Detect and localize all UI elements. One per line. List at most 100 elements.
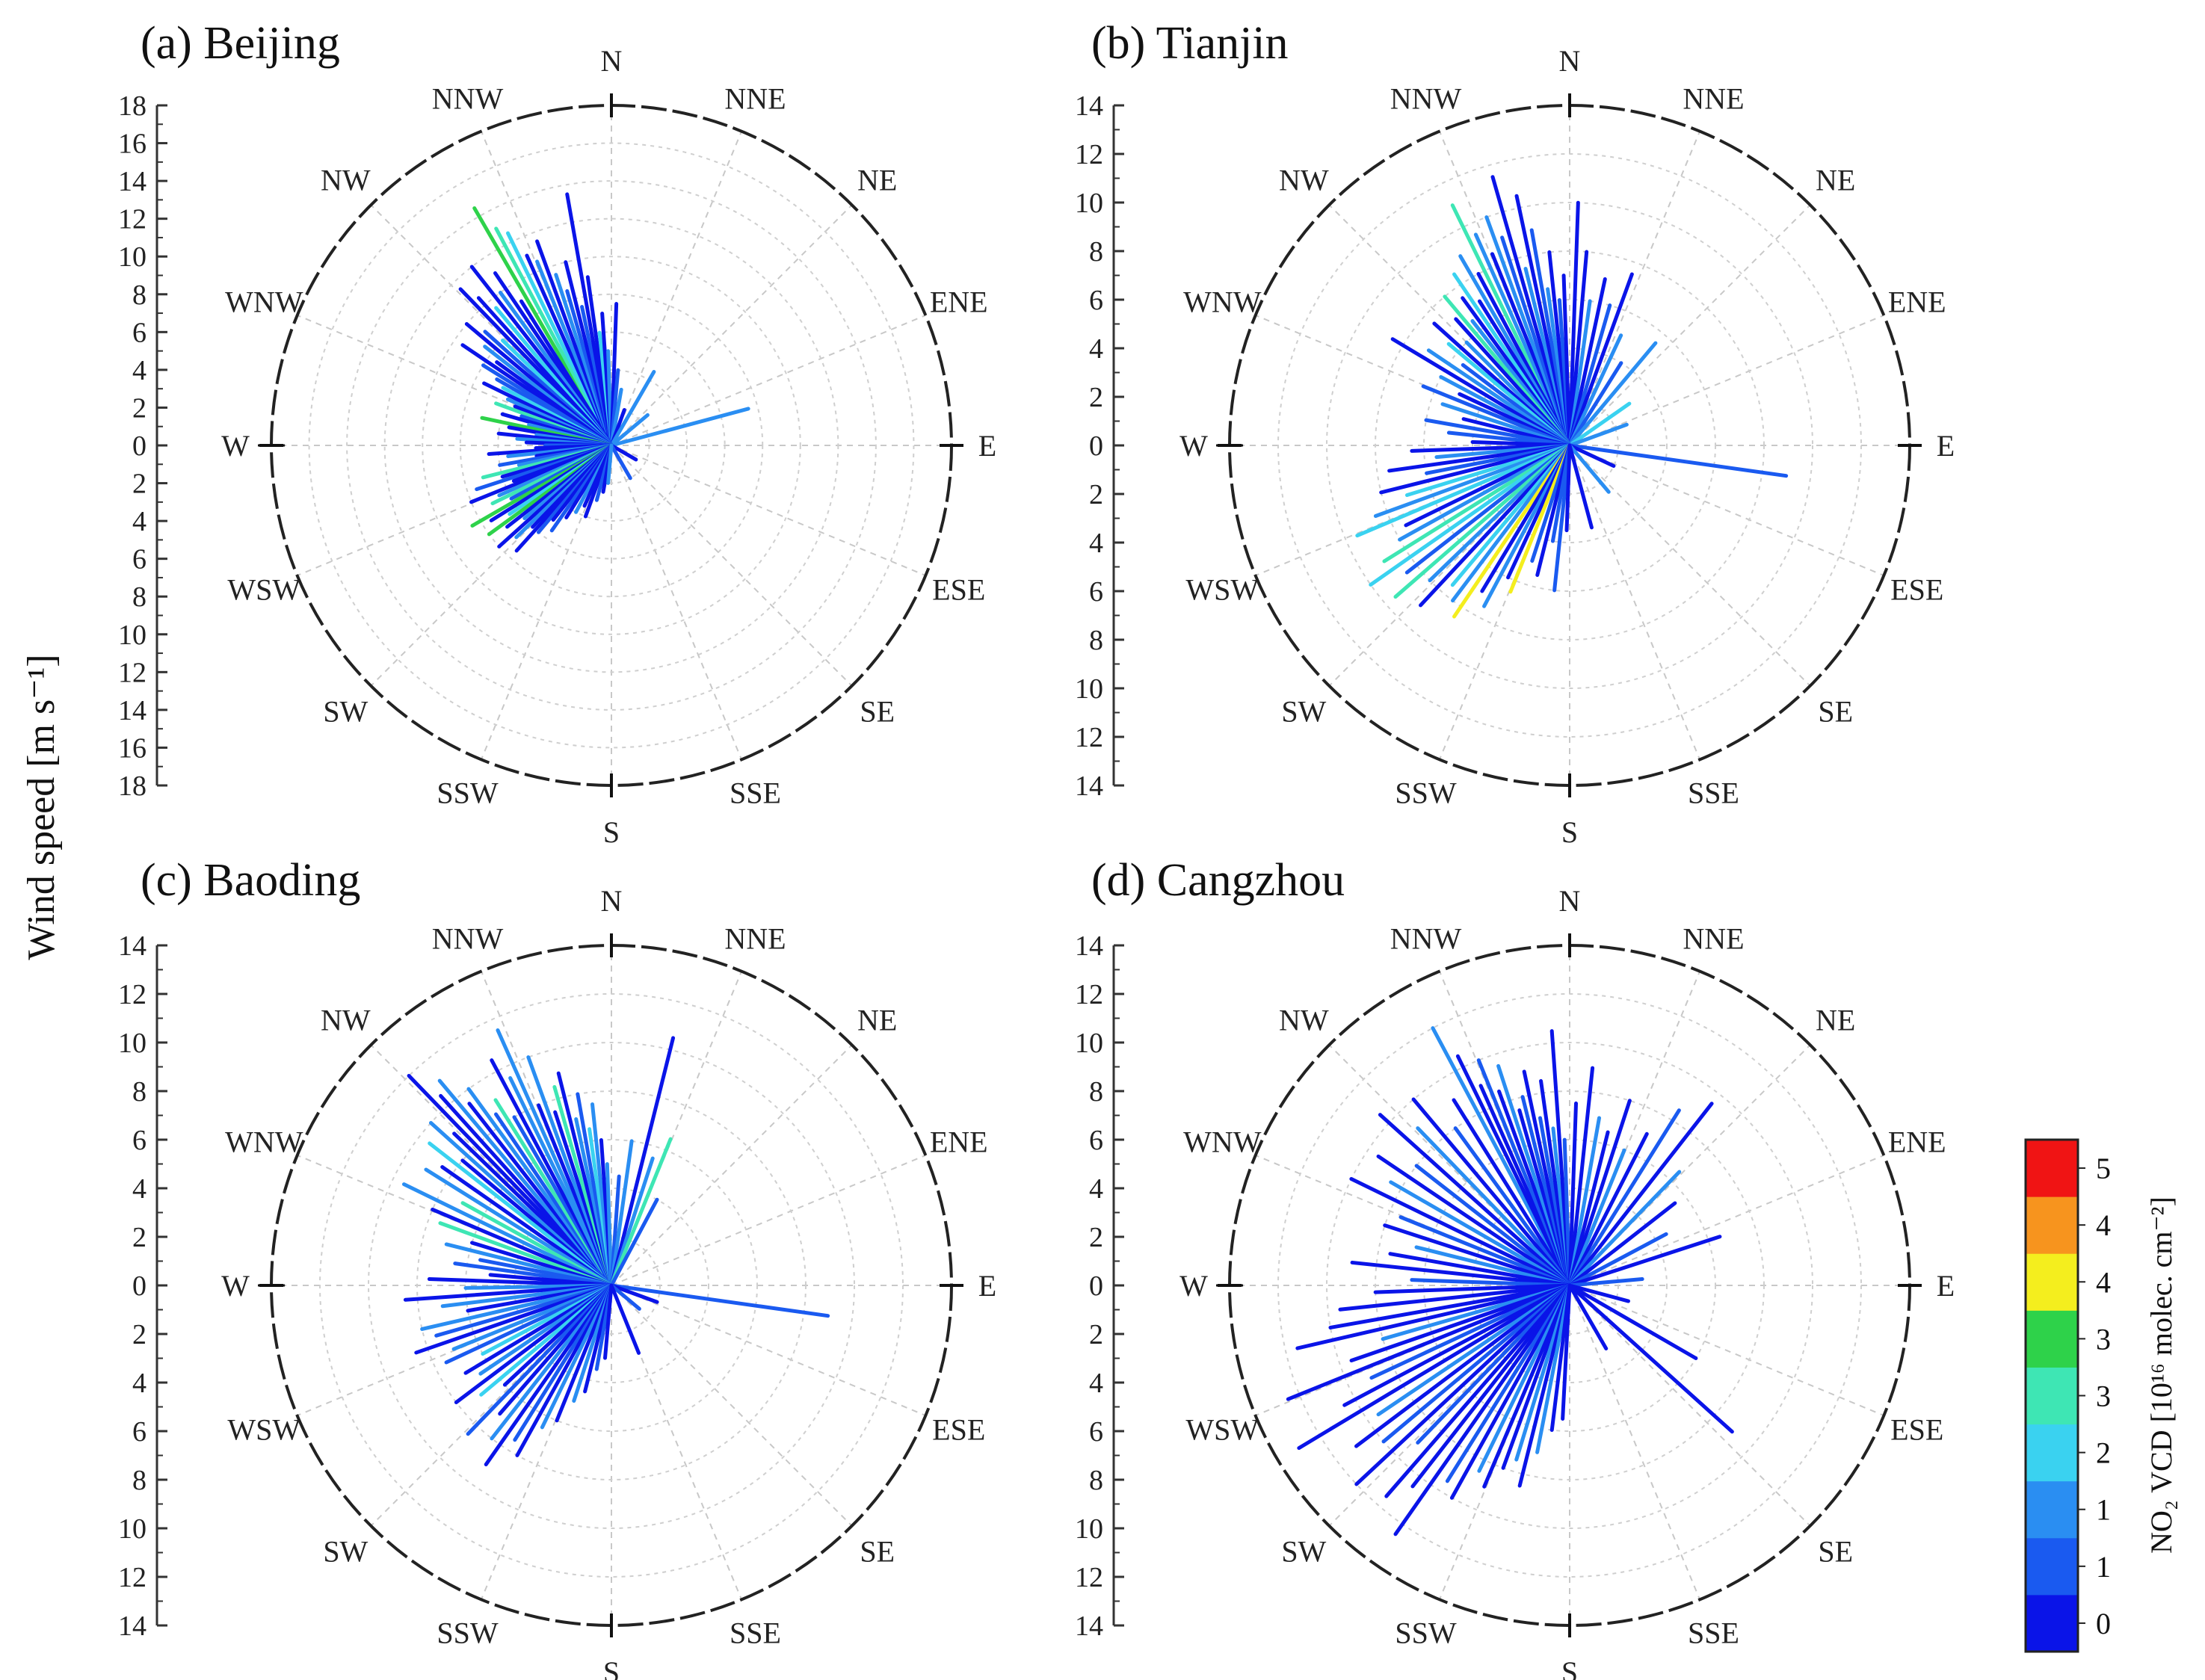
speed-tick-label: 8 — [1089, 625, 1103, 656]
direction-label: S — [1561, 815, 1578, 849]
wind-vector — [1567, 1131, 1649, 1288]
wind-vector — [1452, 1098, 1572, 1288]
direction-label: WSW — [1185, 572, 1259, 606]
speed-tick-label: 8 — [1089, 1465, 1103, 1496]
wind-vector — [1378, 1113, 1572, 1288]
wind-vector — [1369, 1283, 1572, 1380]
direction-label: NNW — [1390, 921, 1462, 955]
direction-label: WSW — [1185, 1412, 1259, 1446]
direction-label: NE — [857, 163, 897, 197]
wind-vector — [1354, 1283, 1572, 1486]
wind-vector — [1376, 1283, 1572, 1417]
direction-label: SW — [1281, 695, 1326, 729]
wind-vector — [609, 369, 656, 448]
speed-tick-label: 12 — [118, 657, 147, 688]
speed-tick-label: 16 — [118, 129, 147, 160]
speed-tick-label: 8 — [1089, 1076, 1103, 1108]
colorbar-tick-label: 2 — [2096, 1436, 2111, 1470]
ring-gridline — [1472, 1188, 1668, 1383]
radial-gridline — [1569, 1285, 1701, 1600]
wind-vector — [603, 1283, 614, 1360]
wind-vector — [1535, 1283, 1572, 1454]
speed-tick-label: 14 — [118, 1610, 147, 1642]
wind-vector — [1389, 1180, 1572, 1288]
wind-vector — [1567, 401, 1632, 448]
direction-label: W — [221, 1269, 250, 1303]
direction-label: ENE — [1888, 1125, 1946, 1159]
colorbar-tick-label: 4 — [2096, 1208, 2111, 1242]
wind-vector — [1381, 1283, 1572, 1444]
speed-tick-label: 2 — [132, 469, 147, 500]
speed-tick-label: 10 — [118, 1028, 147, 1059]
wind-vector — [1416, 1283, 1572, 1445]
speed-tick-label: 18 — [118, 90, 147, 122]
wind-vector — [1482, 1283, 1572, 1489]
wind-vector — [1567, 1101, 1579, 1288]
speed-tick-label: 2 — [132, 1222, 147, 1253]
direction-label: SSE — [730, 776, 781, 810]
speed-tick-label: 2 — [132, 1319, 147, 1350]
speed-tick-label: 0 — [1089, 1270, 1103, 1302]
speed-tick-label: 14 — [118, 930, 147, 962]
direction-label: E — [1937, 429, 1955, 463]
speed-tick-label: 14 — [118, 695, 147, 726]
colorbar-segment — [2026, 1310, 2078, 1368]
speed-tick-label: 2 — [1089, 382, 1103, 413]
polar-panel: N NNE NE ENE E ESE SE SSE S SSW SW WSW W WNW NW NNW (a) … — [118, 18, 996, 849]
polar-panel: N NNE NE ENE E ESE SE SSE S SSW SW WSW W WNW NW NNW (b) … — [1075, 18, 1955, 849]
wind-vector — [606, 443, 614, 485]
speed-tick-label: 2 — [132, 392, 147, 424]
direction-label: SE — [860, 1535, 895, 1569]
radial-gridline — [1569, 445, 1701, 760]
direction-label: N — [601, 44, 623, 78]
ring-gridline — [1277, 153, 1862, 738]
wind-vector — [1328, 1283, 1572, 1330]
speed-tick-label: 10 — [118, 241, 147, 273]
wind-vector — [1567, 1102, 1714, 1288]
ring-gridline — [1375, 250, 1765, 640]
speed-tick-label: 10 — [118, 620, 147, 651]
speed-tick-label: 14 — [1075, 770, 1103, 802]
panel-title: (b) Tianjin — [1091, 18, 1289, 69]
direction-label: NNE — [724, 921, 786, 955]
direction-label: N — [601, 884, 623, 918]
speed-tick-label: 6 — [132, 1125, 147, 1156]
direction-label: N — [1559, 44, 1581, 78]
colorbar-tick-label: 0 — [2096, 1607, 2111, 1640]
wind-vector — [1453, 1126, 1572, 1288]
wind-vector — [1393, 1283, 1572, 1537]
wind-vector — [484, 1283, 614, 1467]
wind-vector — [1567, 1283, 1630, 1303]
radial-gridline — [1569, 1285, 1811, 1527]
wind-vector — [1561, 1283, 1572, 1421]
wind-vector — [609, 1283, 641, 1355]
direction-label: ESE — [1890, 572, 1943, 606]
wind-vector — [1567, 1235, 1722, 1288]
speed-tick-label: 12 — [118, 204, 147, 235]
speed-tick-label: 10 — [1075, 1028, 1103, 1059]
colorbar-segment — [2026, 1367, 2078, 1425]
direction-label: SSW — [1395, 1616, 1456, 1650]
speed-tick-label: 8 — [132, 1076, 147, 1108]
direction-label: E — [1937, 1269, 1955, 1303]
speed-tick-label: 12 — [1075, 1562, 1103, 1593]
wind-vector — [609, 413, 650, 448]
direction-label: ENE — [930, 285, 988, 319]
colorbar-label: NO₂ VCD [10¹⁶ molec. cm⁻²] — [2144, 1196, 2178, 1554]
colorbar-segment — [2026, 1594, 2078, 1652]
radial-gridline — [1569, 1154, 1884, 1286]
wind-vector — [1567, 1108, 1681, 1288]
wind-vector — [424, 1167, 614, 1288]
ring-gridline — [422, 256, 801, 635]
ring-gridline — [459, 293, 764, 598]
wind-vector — [1567, 1170, 1682, 1288]
wind-vector — [1398, 1215, 1572, 1288]
wind-vector — [1297, 1283, 1572, 1451]
speed-tick-label: 6 — [1089, 576, 1103, 608]
radial-gridline — [611, 131, 743, 446]
radial-gridline — [611, 1285, 853, 1527]
wind-vector — [1561, 274, 1572, 448]
colorbar-segment — [2026, 1140, 2078, 1197]
wind-vector — [1383, 1223, 1572, 1288]
wind-vector — [1342, 1283, 1572, 1407]
